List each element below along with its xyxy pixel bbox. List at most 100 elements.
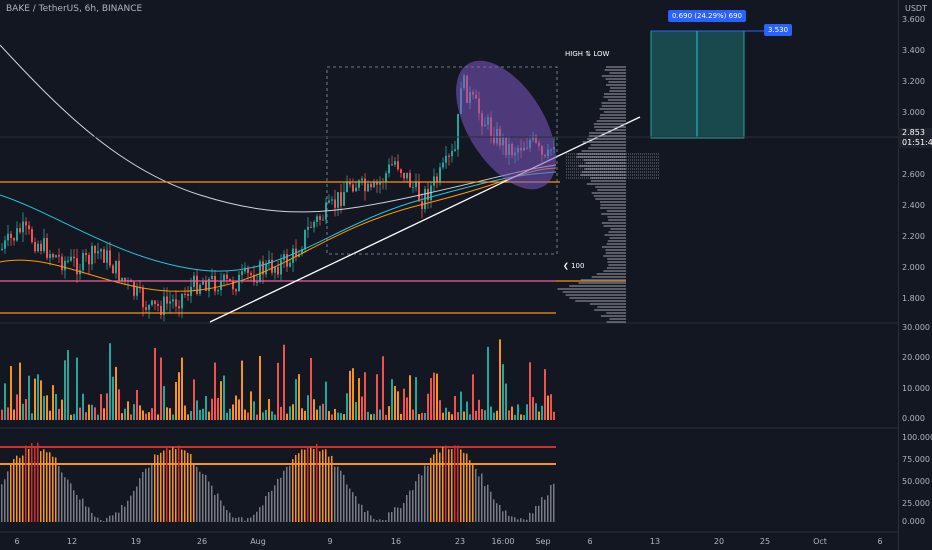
volume-bar bbox=[385, 414, 387, 420]
price-tick-label: 3.600 bbox=[902, 15, 925, 24]
chart-grid bbox=[0, 322, 898, 533]
oscillator-bar bbox=[553, 483, 555, 522]
profile-bar bbox=[595, 186, 626, 188]
volume-bar bbox=[166, 407, 168, 420]
profile-bar bbox=[605, 249, 626, 251]
oscillator-bar bbox=[361, 504, 363, 522]
price-tick-label: 2.200 bbox=[902, 232, 925, 241]
time-tick-label: 6 bbox=[587, 537, 593, 546]
price-scale[interactable] bbox=[898, 0, 932, 550]
candle-body bbox=[361, 178, 363, 181]
candle-body bbox=[415, 181, 417, 188]
last-price-tag: 2.853 01:51:48 bbox=[898, 128, 932, 148]
time-tick-label: 13 bbox=[649, 537, 661, 546]
volume-bar bbox=[370, 414, 372, 420]
candle-body bbox=[322, 219, 324, 221]
measure-label[interactable]: 0.690 (24.29%) 690 bbox=[668, 10, 747, 22]
candle-body bbox=[124, 277, 126, 282]
volume-bar bbox=[481, 409, 483, 420]
oscillator-bar bbox=[346, 484, 348, 522]
profile-bar bbox=[578, 282, 626, 284]
profile-bar bbox=[607, 261, 626, 263]
volume-bar bbox=[295, 379, 297, 420]
candle-body bbox=[97, 251, 99, 254]
candle-body bbox=[79, 270, 81, 275]
time-tick-label: 12 bbox=[66, 537, 78, 546]
volume-bar bbox=[196, 400, 198, 420]
oscillator-bar bbox=[487, 484, 489, 522]
candle-body bbox=[115, 260, 117, 274]
candle-body bbox=[376, 182, 378, 185]
volume-bar bbox=[523, 414, 525, 420]
candle-body bbox=[22, 221, 24, 233]
measure-target-label[interactable]: 3.530 bbox=[764, 24, 793, 36]
volume-bar bbox=[22, 403, 24, 420]
oscillator-bar bbox=[427, 465, 429, 522]
volume-bar bbox=[274, 414, 276, 420]
oscillator-bar bbox=[430, 457, 432, 522]
volume-bar bbox=[124, 408, 126, 420]
oscillator-bar bbox=[334, 466, 336, 522]
volume-bar bbox=[235, 395, 237, 420]
volume-bar bbox=[142, 410, 144, 420]
oscillator-bar bbox=[418, 474, 420, 522]
volume-bar bbox=[88, 404, 90, 420]
candle-body bbox=[340, 192, 342, 206]
candle-body bbox=[259, 261, 261, 282]
candle-body bbox=[94, 245, 96, 254]
oscillator-bar bbox=[247, 518, 249, 522]
oscillator-bar bbox=[1, 484, 3, 522]
volume-bar bbox=[349, 370, 351, 420]
oscillator-bar bbox=[121, 504, 123, 522]
volume-bar bbox=[316, 409, 318, 420]
oscillator-bar bbox=[79, 499, 81, 522]
volume-bar bbox=[283, 344, 285, 420]
profile-bar bbox=[606, 312, 626, 314]
oscillator-bar bbox=[409, 490, 411, 522]
candle-body bbox=[49, 254, 51, 258]
volume-bar bbox=[256, 414, 258, 420]
candle-body bbox=[169, 301, 171, 304]
oscillator-bar bbox=[469, 460, 471, 522]
oscillator-bar bbox=[295, 454, 297, 522]
volume-bar bbox=[208, 411, 210, 420]
candle-body bbox=[226, 274, 228, 279]
candle-body bbox=[352, 184, 354, 192]
candle-body bbox=[16, 228, 18, 241]
oscillator-bar bbox=[13, 459, 15, 522]
oscillator-bar bbox=[211, 485, 213, 522]
oscillator-bar bbox=[181, 449, 183, 522]
time-tick-label: 6 bbox=[14, 537, 20, 546]
profile-bar bbox=[591, 276, 626, 278]
oscillator-bar bbox=[520, 518, 522, 522]
candle-body bbox=[247, 267, 249, 274]
oscillator-bar bbox=[367, 510, 369, 522]
oscillator-bar bbox=[325, 449, 327, 522]
oscillator-bar bbox=[262, 505, 264, 522]
profile-bar bbox=[601, 75, 626, 77]
oscillator-bar bbox=[457, 445, 459, 522]
volume-bar bbox=[226, 412, 228, 420]
symbol-title[interactable]: BAKE / TetherUS, 6h, BINANCE bbox=[6, 4, 143, 14]
oscillator-bar bbox=[301, 449, 303, 522]
oscillator-bar bbox=[127, 500, 129, 522]
price-tick-label: 2.600 bbox=[902, 170, 925, 179]
time-tick-label: Aug bbox=[250, 537, 266, 546]
time-tick-label: 19 bbox=[130, 537, 142, 546]
oscillator-bar bbox=[10, 463, 12, 522]
oscillator-bar bbox=[382, 520, 384, 522]
oscillator-bar bbox=[172, 447, 174, 522]
oscillator-bar bbox=[478, 476, 480, 522]
candle-body bbox=[319, 216, 321, 220]
profile-bar bbox=[576, 156, 626, 158]
volume-bar bbox=[286, 413, 288, 420]
oscillator-bar bbox=[100, 519, 102, 522]
volume-bar bbox=[214, 362, 216, 420]
oscillator-bar bbox=[166, 446, 168, 522]
volume-bar bbox=[307, 395, 309, 420]
oscillator-bar bbox=[385, 520, 387, 522]
volume-bar bbox=[280, 406, 282, 420]
time-tick-label: 20 bbox=[713, 537, 725, 546]
volume-bar bbox=[439, 400, 441, 420]
